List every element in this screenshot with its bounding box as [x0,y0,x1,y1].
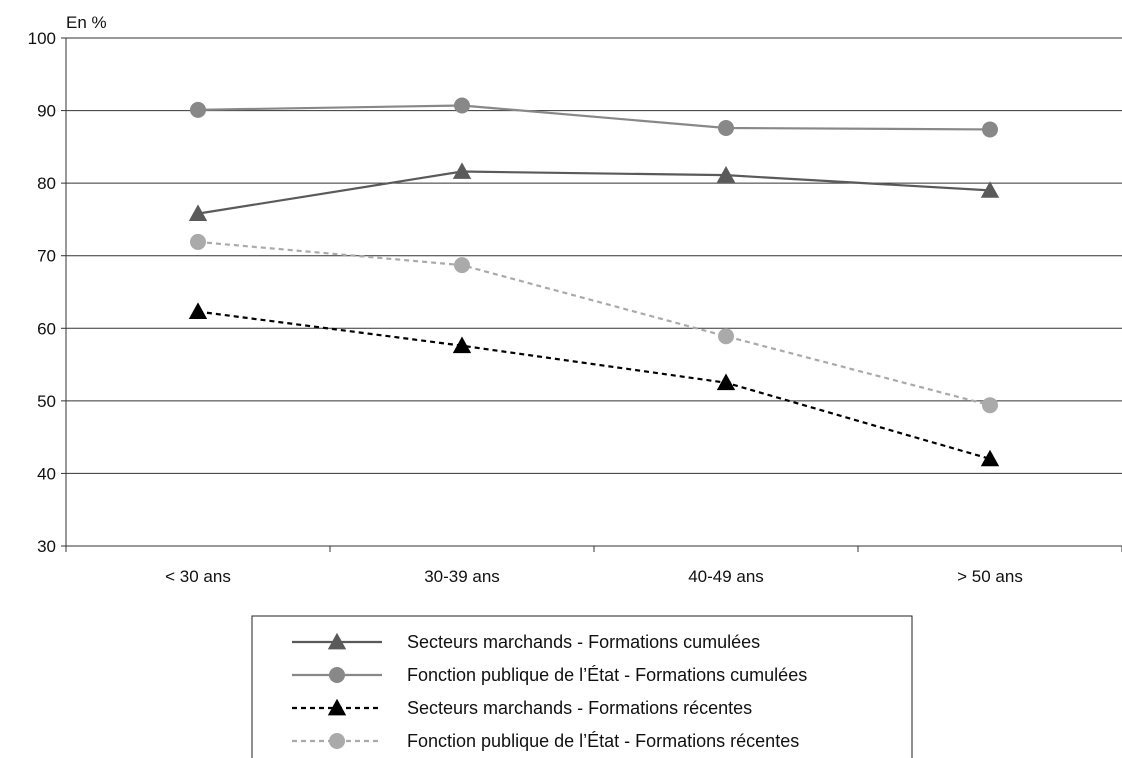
grid-lines [66,37,1122,547]
legend: Secteurs marchands - Formations cumulées… [251,615,913,758]
data-point-triangle [980,181,1000,198]
axes: En % 30 40 50 60 70 80 90 100 < 30 ans 30-39 ans 4… [28,13,1122,586]
legend-label: Fonction publique de l’État - Formations… [407,665,807,685]
data-point-triangle [188,204,208,221]
legend-item: Fonction publique de l’État - Formations… [292,665,807,685]
data-point-circle [329,667,345,683]
data-point-triangle [716,165,736,183]
data-point-circle [982,397,998,414]
legend-item: Secteurs marchands - Formations cumulées [292,632,760,652]
y-tick-label: 80 [37,174,56,193]
data-point-triangle [327,632,347,650]
data-point-circle [454,97,470,114]
y-tick-label: 30 [37,537,56,556]
data-point-triangle [452,336,472,354]
series-1 [188,162,1000,221]
x-tick-label: 40-49 ans [688,567,764,586]
legend-label: Fonction publique de l’État - Formations… [407,731,799,751]
legend-label: Secteurs marchands - Formations cumulées [407,632,760,652]
series-2 [190,97,998,138]
data-point-triangle [327,698,347,716]
data-point-triangle [452,162,472,179]
series-layer [188,97,1000,467]
data-point-triangle [980,449,1000,467]
data-point-circle [190,233,206,250]
legend-item: Fonction publique de l’État - Formations… [292,731,799,751]
series-3 [188,302,1000,467]
data-point-circle [718,119,734,136]
x-tick-label: < 30 ans [165,567,231,586]
series-line [197,104,991,131]
x-tick-label: 30-39 ans [424,567,500,586]
data-point-circle [190,101,206,118]
series-line [197,310,991,460]
y-axis-label: En % [66,13,107,32]
legend-label: Secteurs marchands - Formations récentes [407,698,752,718]
legend-box [251,615,913,758]
legend-item: Secteurs marchands - Formations récentes [292,698,752,718]
y-tick-label: 40 [37,464,56,483]
series-4 [190,233,998,414]
y-tick-label: 50 [37,392,56,411]
y-tick-label: 100 [28,29,56,48]
data-point-circle [454,257,470,274]
y-tick-label: 60 [37,319,56,338]
y-tick-label: 90 [37,102,56,121]
series-line [197,170,991,215]
data-point-triangle [716,373,736,391]
data-point-triangle [188,302,208,319]
data-point-circle [329,733,345,749]
x-tick-label: > 50 ans [957,567,1023,586]
series-line [197,240,991,407]
y-tick-label: 70 [37,247,56,266]
data-point-circle [982,121,998,138]
data-point-circle [718,328,734,345]
